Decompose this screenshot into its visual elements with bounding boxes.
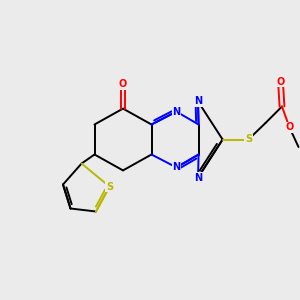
Text: N: N <box>194 96 202 106</box>
Text: O: O <box>285 122 294 133</box>
Text: N: N <box>172 106 181 117</box>
Text: N: N <box>172 162 181 172</box>
Text: O: O <box>119 79 127 89</box>
Text: S: S <box>106 182 113 192</box>
Text: S: S <box>245 134 252 145</box>
Text: O: O <box>276 76 285 87</box>
Text: N: N <box>194 172 202 183</box>
